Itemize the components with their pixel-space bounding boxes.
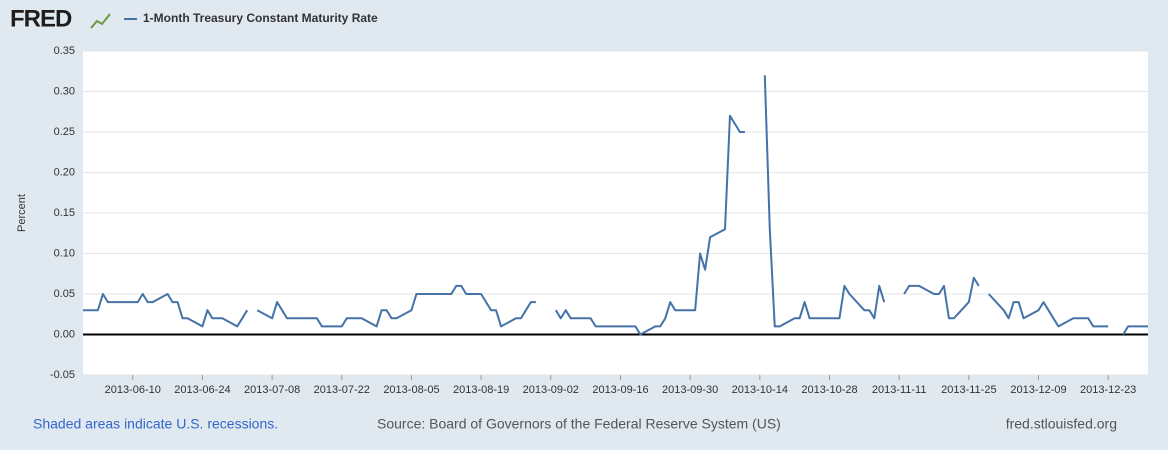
x-tick-label: 2013-07-08 [244, 384, 300, 396]
x-tick-label: 2013-09-16 [592, 384, 648, 396]
x-tick-label: 2013-09-02 [523, 384, 579, 396]
y-axis-label: Percent [16, 194, 28, 232]
x-tick-label: 2013-12-09 [1010, 384, 1066, 396]
y-tick-label: 0.00 [54, 328, 75, 340]
y-tick-label: 0.30 [54, 85, 75, 97]
x-tick-label: 2013-11-11 [872, 384, 927, 396]
x-tick-label: 2013-08-05 [383, 384, 439, 396]
y-tick-label: 0.25 [54, 126, 75, 138]
x-tick-label: 2013-11-25 [941, 384, 996, 396]
y-tick-label: 0.05 [54, 288, 75, 300]
legend-label: 1-Month Treasury Constant Maturity Rate [143, 11, 378, 25]
site[interactable]: fred.stlouisfed.org [1006, 416, 1117, 432]
x-tick-label: 2013-09-30 [662, 384, 718, 396]
y-tick-label: 0.35 [54, 45, 75, 57]
y-tick-label: 0.20 [54, 166, 75, 178]
x-tick-label: 2013-10-28 [801, 384, 857, 396]
source: Source: Board of Governors of the Federa… [377, 416, 781, 432]
y-tick-label: 0.10 [54, 247, 75, 259]
logo: FRED [10, 5, 72, 32]
x-tick-label: 2013-08-19 [453, 384, 509, 396]
y-tick-label: 0.15 [54, 207, 75, 219]
x-tick-label: 2013-12-23 [1080, 384, 1136, 396]
x-tick-label: 2013-10-14 [732, 384, 788, 396]
logo-icon [90, 13, 111, 29]
y-tick-label: -0.05 [50, 369, 75, 381]
x-tick-label: 2013-06-24 [174, 384, 230, 396]
series-line [83, 75, 1148, 336]
x-tick-label: 2013-07-22 [314, 384, 370, 396]
recession-note[interactable]: Shaded areas indicate U.S. recessions. [33, 416, 278, 432]
x-tick-label: 2013-06-10 [105, 384, 161, 396]
